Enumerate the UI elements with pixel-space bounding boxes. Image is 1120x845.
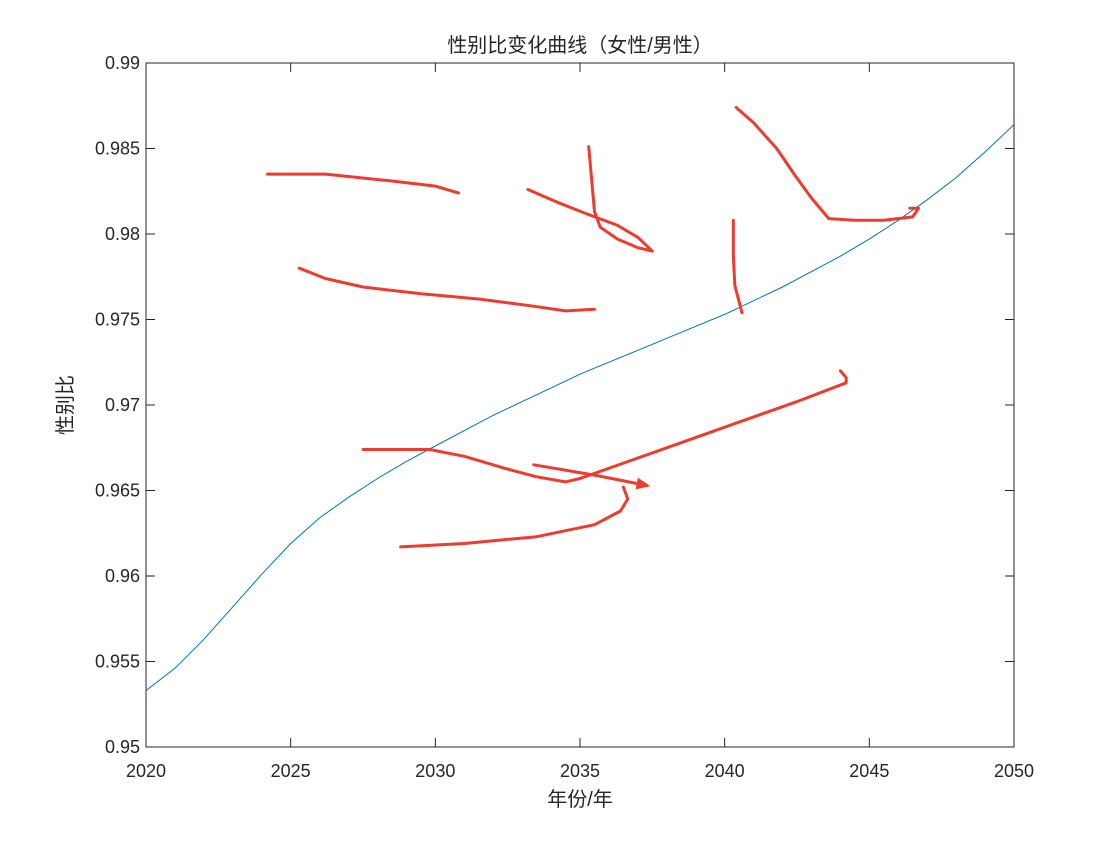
y-tick-label: 0.955 [95,652,140,672]
x-tick-label: 2030 [415,761,455,781]
annotation-stroke [731,218,744,315]
annotation-stroke [361,369,848,484]
y-tick-label: 0.96 [105,566,140,586]
y-tick-label: 0.98 [105,224,140,244]
y-tick-label: 0.975 [95,310,140,330]
annotation-stroke [266,172,460,195]
plot-area [145,124,1015,691]
annotation-stroke [526,145,654,253]
annotation-stroke [734,106,920,222]
y-tick-label: 0.965 [95,481,140,501]
x-tick-label: 2050 [994,761,1034,781]
y-tick-label: 0.95 [105,737,140,757]
y-axis-label: 性别比 [54,375,77,435]
y-ticks: 0.95 0.955 0.96 0.965 0.97 0.975 0.98 0.985 0.99 [95,53,1014,757]
y-tick-label: 0.97 [105,395,140,415]
annotation-stroke [399,485,630,549]
chart-title: 性别比变化曲线（女性/男性） [447,34,713,57]
y-tick-label: 0.985 [95,139,140,159]
x-tick-label: 2035 [560,761,600,781]
x-axis-label: 年份/年 [547,788,613,811]
axes [145,62,1015,748]
annotation-stroke [532,463,651,490]
x-ticks: 2020 2025 2030 2035 2040 2045 2050 [126,63,1034,781]
x-tick-label: 2040 [705,761,745,781]
y-tick-label: 0.99 [105,53,140,73]
annotation-stroke [297,266,596,313]
axes-box [145,62,1015,748]
annotation-layer [266,106,920,549]
x-tick-label: 2045 [849,761,889,781]
x-tick-label: 2025 [271,761,311,781]
series-line [145,124,1015,691]
x-tick-label: 2020 [126,761,166,781]
